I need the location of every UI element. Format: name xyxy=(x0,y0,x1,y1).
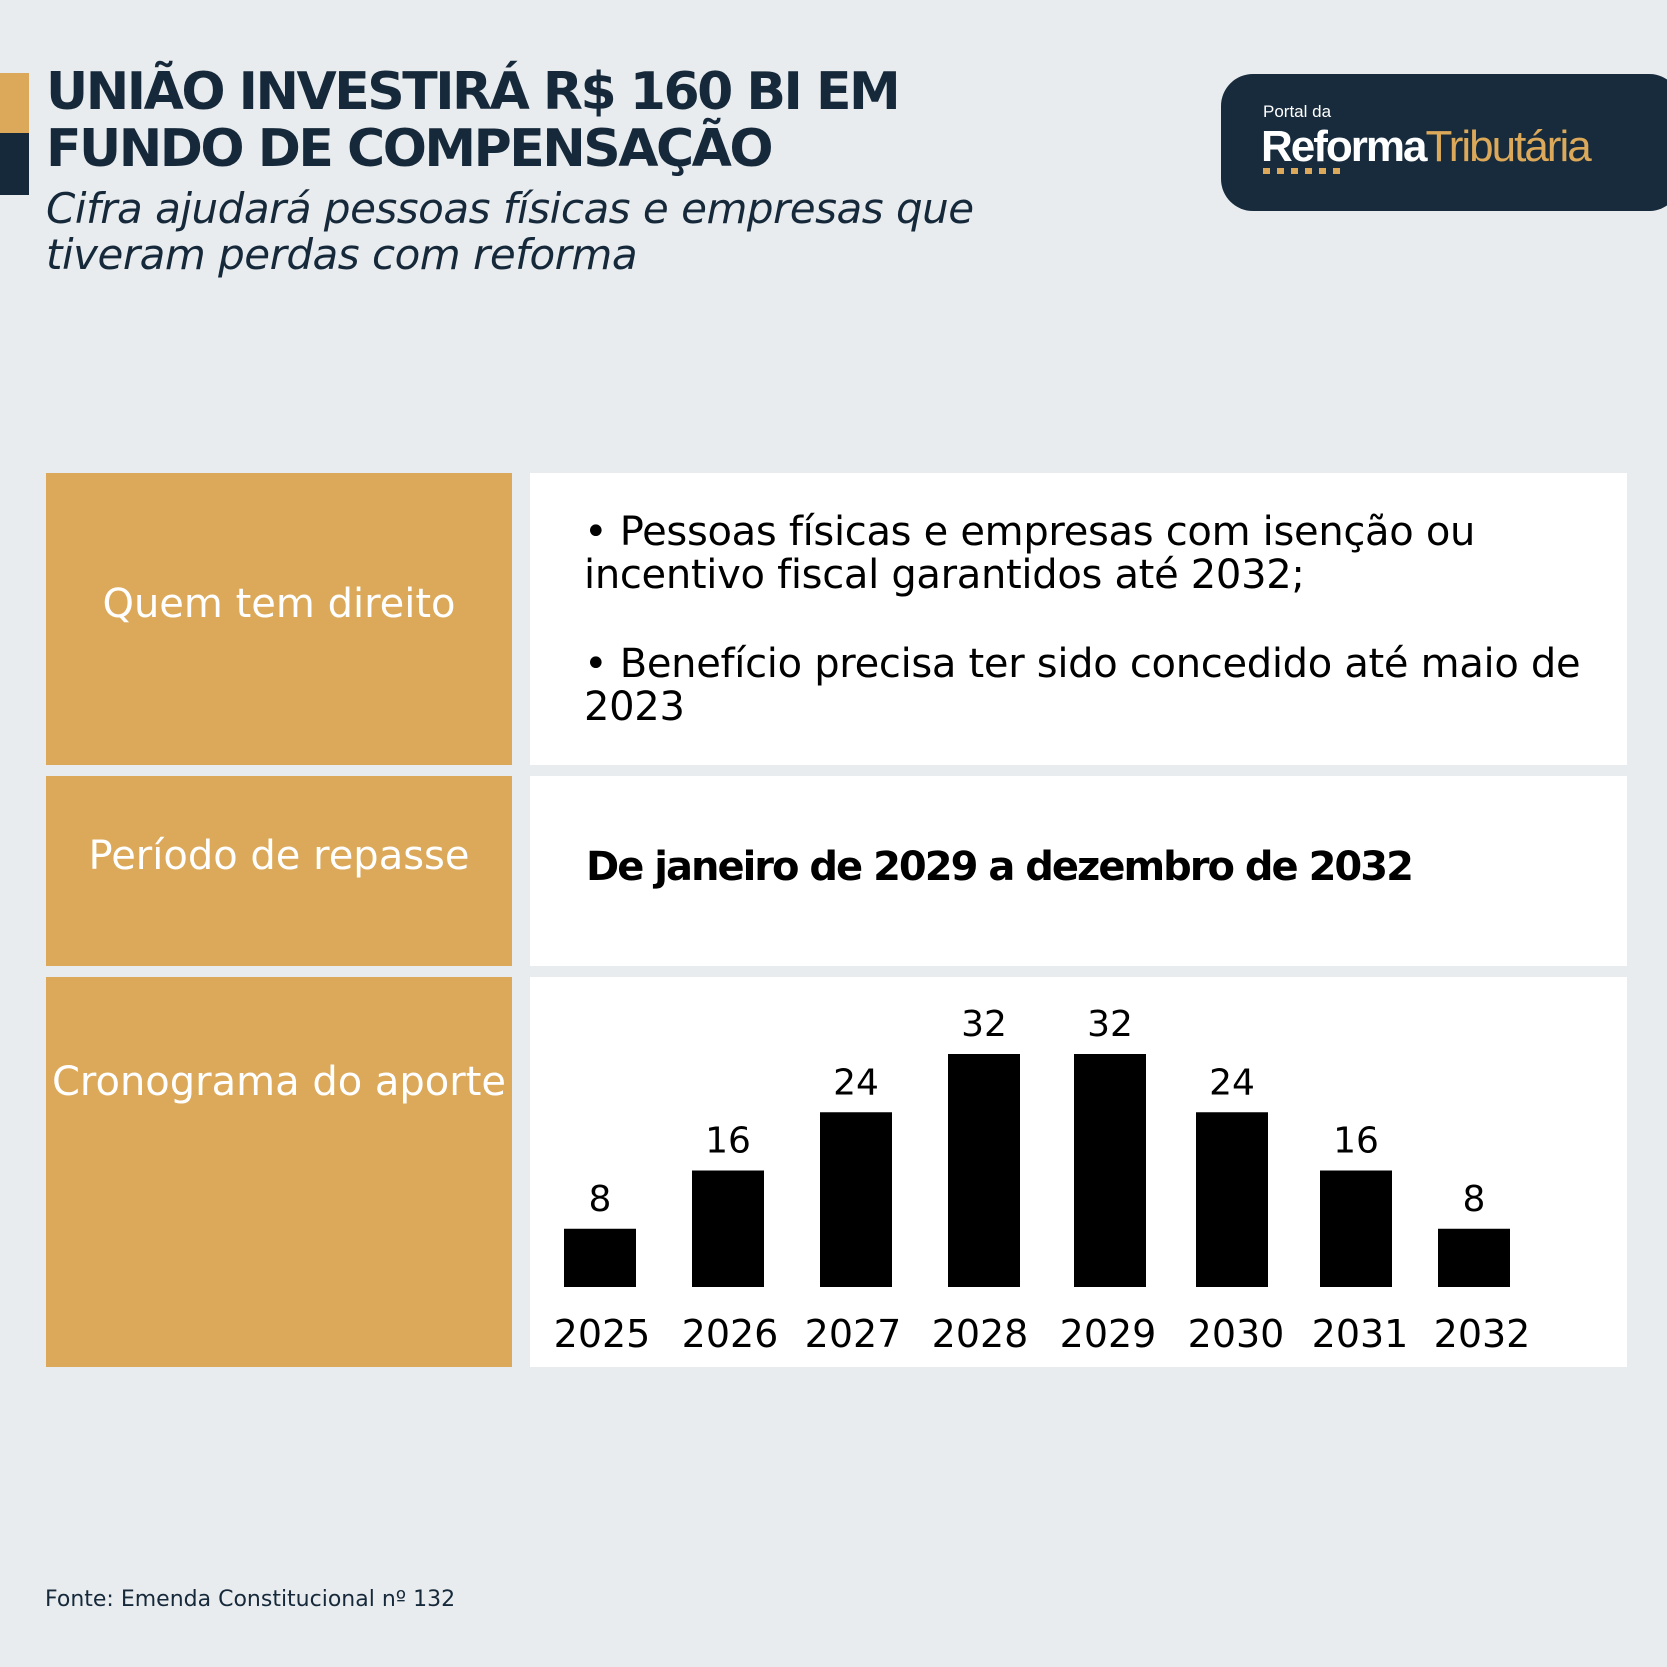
x-tick-label-2030: 2030 xyxy=(1188,1312,1285,1356)
x-tick-label-2025: 2025 xyxy=(554,1312,651,1356)
bar-2029 xyxy=(1074,1054,1146,1287)
period-value: De janeiro de 2029 a dezembro de 2032 xyxy=(586,844,1414,890)
label-periodo-de-repasse: Período de repasse xyxy=(46,776,512,966)
accent-bar-navy xyxy=(0,133,29,195)
content-periodo-de-repasse: De janeiro de 2029 a dezembro de 2032 xyxy=(530,776,1627,966)
data-label-2030: 24 xyxy=(1209,1062,1255,1103)
source-note: Fonte: Emenda Constitucional nº 132 xyxy=(45,1587,456,1612)
data-label-2029: 32 xyxy=(1087,1004,1133,1045)
list-item: • Benefício precisa ter sido concedido a… xyxy=(584,641,1581,730)
logo-main-text: ReformaTributária xyxy=(1261,122,1592,172)
logo-small-text: Portal da xyxy=(1263,102,1332,121)
label-quem-tem-direito: Quem tem direito xyxy=(46,473,512,765)
page-title: UNIÃO INVESTIRÁ R$ 160 BI EM FUNDO DE CO… xyxy=(46,62,901,179)
x-tick-label-2032: 2032 xyxy=(1434,1312,1531,1356)
bar-2026 xyxy=(692,1170,764,1287)
x-tick-label-2031: 2031 xyxy=(1312,1312,1409,1356)
bar-chart: 8 2025 16 2026 24 2027 32 2028 32 2029 24 2030 16 203… xyxy=(554,1004,1531,1356)
bar-2027 xyxy=(820,1112,892,1287)
x-tick-label-2028: 2028 xyxy=(932,1312,1029,1356)
x-tick-label-2026: 2026 xyxy=(682,1312,779,1356)
data-label-2028: 32 xyxy=(961,1004,1007,1045)
chart-panel: 8 2025 16 2026 24 2027 32 2028 32 2029 24 2030 16 203… xyxy=(530,977,1627,1367)
portal-logo: Portal da ReformaTributária xyxy=(1221,74,1667,211)
bar-2028 xyxy=(948,1054,1020,1287)
list-item: • Pessoas físicas e empresas com isenção… xyxy=(584,509,1476,598)
data-label-2025: 8 xyxy=(589,1179,612,1220)
bar-2032 xyxy=(1438,1228,1510,1287)
bar-2031 xyxy=(1320,1170,1392,1287)
label-cronograma-do-aporte: Cronograma do aporte xyxy=(46,977,512,1367)
data-label-2031: 16 xyxy=(1333,1121,1379,1162)
data-label-2026: 16 xyxy=(705,1121,751,1162)
x-tick-label-2027: 2027 xyxy=(805,1312,902,1356)
bar-2030 xyxy=(1196,1112,1268,1287)
accent-bar-gold xyxy=(0,73,29,133)
content-quem-tem-direito: • Pessoas físicas e empresas com isenção… xyxy=(530,473,1627,765)
eligibility-list: • Pessoas físicas e empresas com isenção… xyxy=(530,473,1627,729)
logo-dots-decoration xyxy=(1263,168,1340,174)
data-label-2032: 8 xyxy=(1463,1179,1486,1220)
logo-word-white: Reforma xyxy=(1261,122,1427,171)
data-label-2027: 24 xyxy=(833,1062,879,1103)
bar-2025 xyxy=(564,1228,636,1287)
logo-word-gold: Tributária xyxy=(1425,122,1592,171)
x-tick-label-2029: 2029 xyxy=(1060,1312,1157,1356)
page-subtitle: Cifra ajudará pessoas físicas e empresas… xyxy=(46,184,974,279)
